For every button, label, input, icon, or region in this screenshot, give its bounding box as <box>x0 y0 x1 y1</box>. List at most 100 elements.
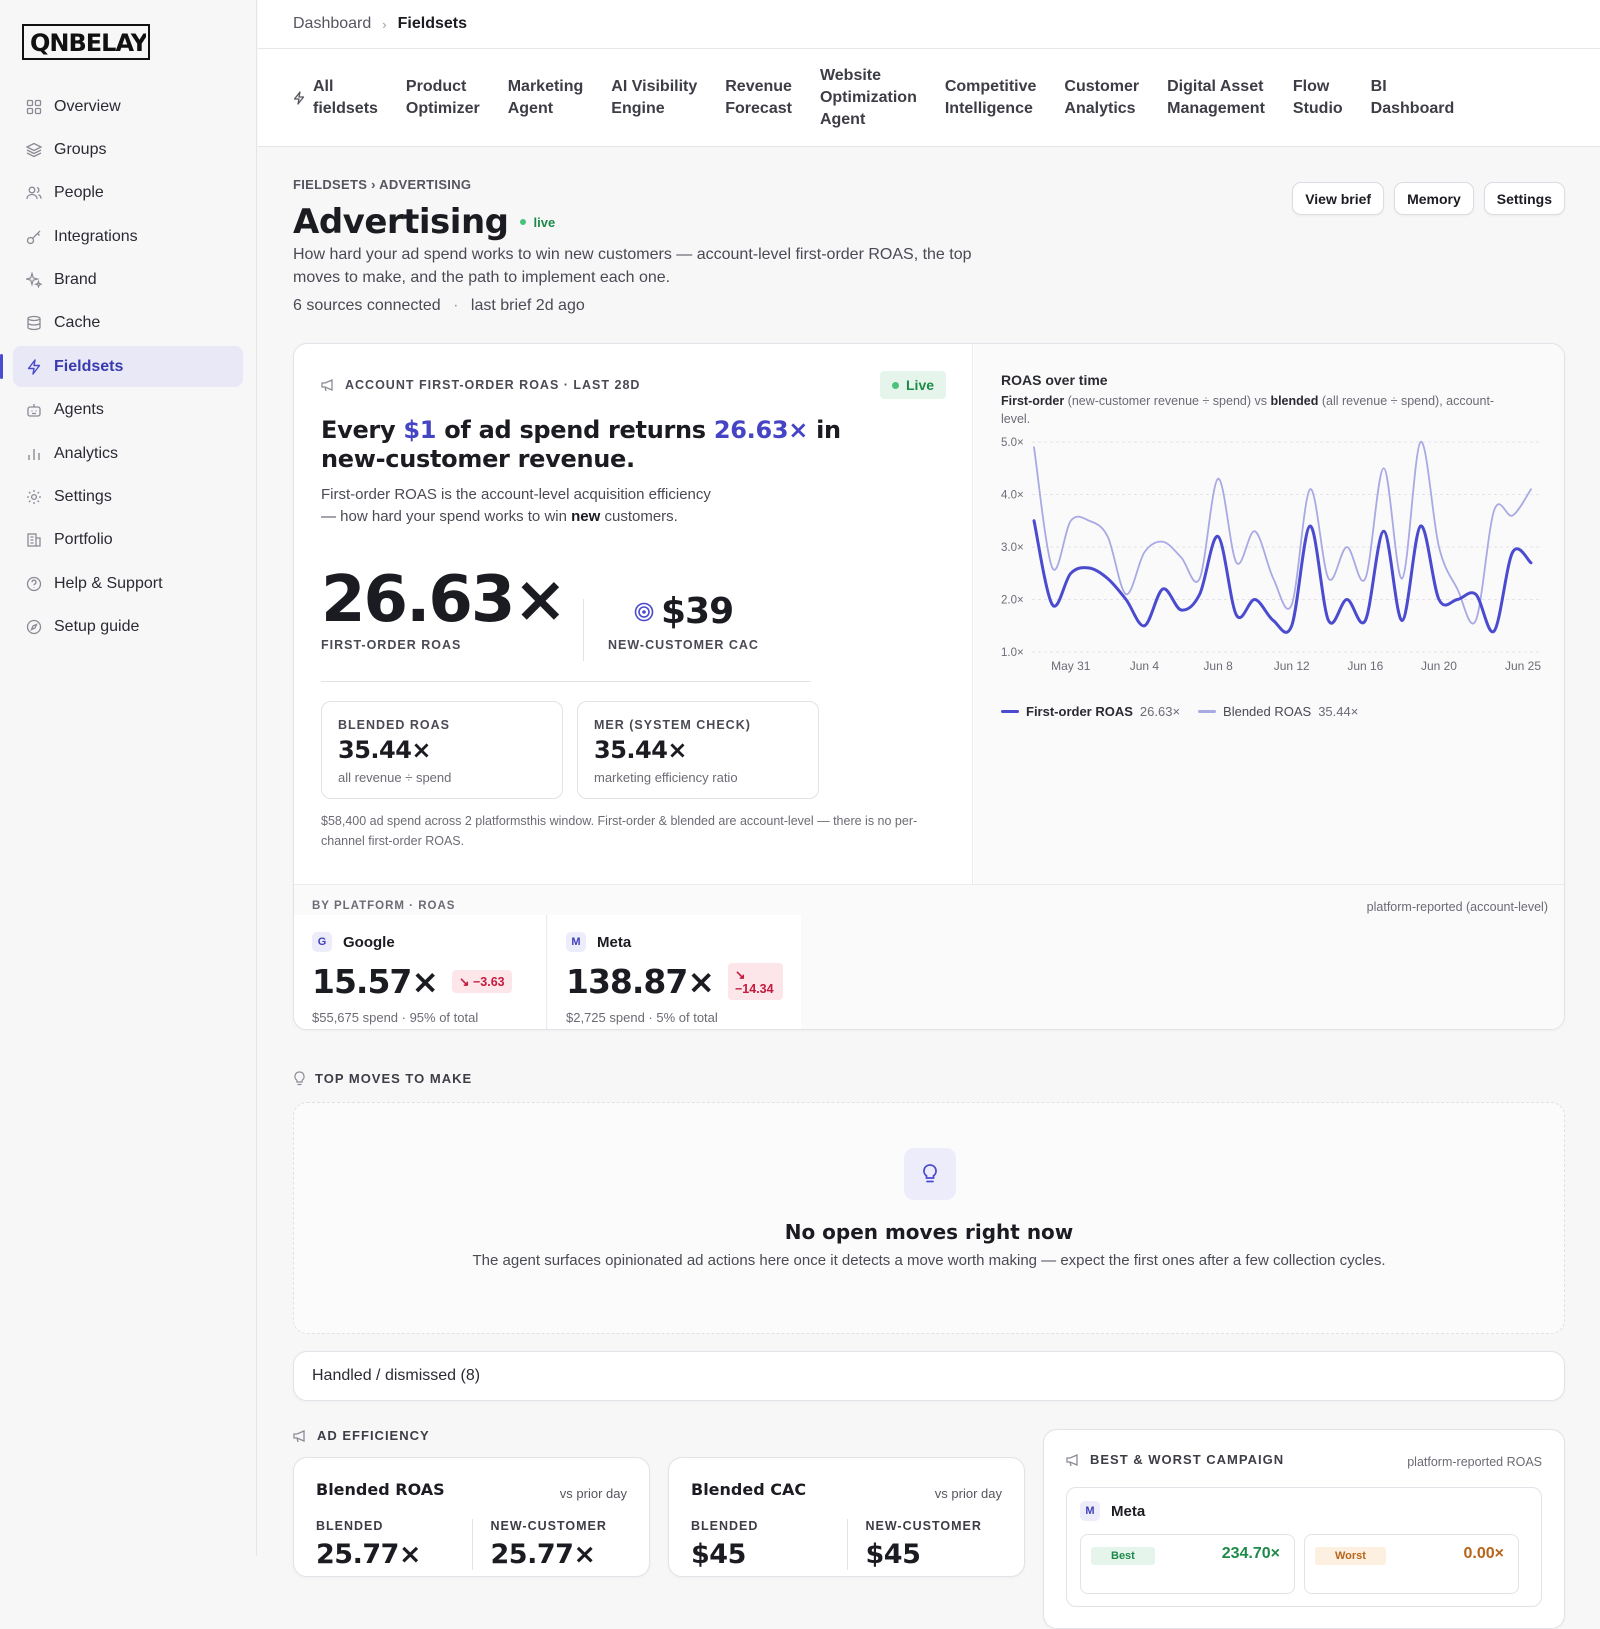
legend-item[interactable]: First-order ROAS 26.63× <box>1001 704 1180 719</box>
tab-competitive-intelligence[interactable]: Competitive Intelligence <box>945 76 1037 120</box>
sidebar-item-label: Portfolio <box>54 531 113 549</box>
tab-website-optimization[interactable]: Website Optimization Agent <box>820 65 917 131</box>
tab-label-line: Optimization <box>819 88 917 106</box>
tab-ai-visibility-engine[interactable]: AI Visibility Engine <box>611 76 697 120</box>
platform-header: M Meta <box>1080 1501 1528 1521</box>
sidebar-item-label: Settings <box>54 488 112 506</box>
sidebar-item-groups[interactable]: Groups <box>13 129 243 170</box>
tab-label-line: Flow <box>1292 77 1330 95</box>
x-tick-label: Jun 20 <box>1421 659 1457 673</box>
sidebar-item-label: Brand <box>54 271 97 289</box>
sidebar-item-cache[interactable]: Cache <box>13 303 243 344</box>
section-breadcrumb: FIELDSETS › ADVERTISING <box>293 177 472 192</box>
sidebar-item-overview[interactable]: Overview <box>13 86 243 127</box>
comparison-label[interactable]: vs prior day <box>934 1486 1002 1501</box>
top-moves-label: TOP MOVES TO MAKE <box>315 1071 473 1086</box>
people-icon <box>25 185 42 202</box>
tab-label: Product Optimizer <box>406 76 480 120</box>
tab-revenue-forecast[interactable]: Revenue Forecast <box>725 76 792 120</box>
first-order-roas-line <box>1032 519 1533 634</box>
meta-separator: · <box>453 297 459 314</box>
legend-series-value: 26.63× <box>1139 704 1181 719</box>
column-value: $45 <box>865 1539 921 1570</box>
tab-label-line: BI <box>1370 77 1387 95</box>
mer-label: MER (SYSTEM CHECK) <box>594 718 751 732</box>
worst-campaign[interactable]: Worst 0.00× <box>1304 1534 1519 1594</box>
sidebar-item-settings[interactable]: Settings <box>13 477 243 518</box>
sidebar-item-brand[interactable]: Brand <box>13 260 243 301</box>
logo-mark: QNBELAY <box>30 29 146 57</box>
tab-marketing-agent[interactable]: Marketing Agent <box>508 76 584 120</box>
platform-card-google[interactable]: G Google 15.57× ↘ −3.63 $55,675 spend · 95% … <box>294 915 547 1029</box>
sidebar-item-portfolio[interactable]: Portfolio <box>13 520 243 561</box>
breadcrumb-dashboard[interactable]: Dashboard <box>293 15 372 32</box>
tab-label-line: Customer <box>1064 77 1140 95</box>
sidebar-item-people[interactable]: People <box>13 173 243 214</box>
sidebar-item-setup-guide[interactable]: Setup guide <box>13 607 243 648</box>
metric-columns: BLENDED $45 NEW-CUSTOMER $45 <box>691 1519 1002 1570</box>
tab-label-line: fieldsets <box>313 99 378 117</box>
sidebar-item-help-support[interactable]: Help & Support <box>13 563 243 604</box>
column-value: 25.77× <box>490 1539 597 1570</box>
tab-label: Website Optimization Agent <box>820 65 917 131</box>
platform-card-meta[interactable]: M Meta 138.87× ↘ −14.34 $2,725 spend · 5% of… <box>548 915 801 1029</box>
new-customer-column: NEW-CUSTOMER $45 <box>846 1519 1003 1570</box>
mer-value: 35.44× <box>594 736 688 764</box>
sidebar-item-agents[interactable]: Agents <box>13 390 243 431</box>
sidebar-nav: Overview Groups People Integrations Brand Cac… <box>0 86 243 650</box>
sidebar-item-integrations[interactable]: Integrations <box>13 216 243 257</box>
target-icon <box>634 602 654 621</box>
column-label: BLENDED <box>691 1519 759 1533</box>
settings-button[interactable]: Settings <box>1483 182 1565 215</box>
platform-name-row: M Meta <box>566 932 783 952</box>
blended-roas-sub: all revenue ÷ spend <box>338 770 452 785</box>
handled-dismissed-toggle[interactable]: Handled / dismissed (8) <box>293 1351 1565 1401</box>
page-title-row: Advertising live <box>293 202 555 242</box>
cac-value-row: $39 <box>634 591 734 632</box>
y-tick-label: 4.0× <box>1001 490 1024 502</box>
tab-bi-dashboard[interactable]: BI Dashboard <box>1371 76 1455 120</box>
subtext-part: customers. <box>600 508 678 525</box>
tab-label: BI Dashboard <box>1371 76 1455 120</box>
divider <box>321 681 811 682</box>
tab-label-line: Dashboard <box>1370 99 1455 117</box>
sidebar-item-label: Fieldsets <box>54 357 124 375</box>
brand-logo[interactable]: QNBELAY <box>22 24 150 60</box>
page-description: How hard your ad spend works to win new … <box>293 246 972 286</box>
tab-digital-asset-management[interactable]: Digital Asset Management <box>1167 76 1265 120</box>
tab-label: AI Visibility Engine <box>611 76 697 120</box>
legend-series-name: First-order ROAS <box>1026 704 1133 719</box>
legend-item[interactable]: Blended ROAS 35.44× <box>1198 704 1358 719</box>
best-campaign[interactable]: Best 234.70× <box>1080 1534 1295 1594</box>
metric-divider <box>583 599 584 661</box>
card-title: Blended CAC <box>691 1480 807 1499</box>
live-dot <box>892 381 899 389</box>
comparison-label[interactable]: vs prior day <box>559 1486 627 1501</box>
tab-label: All fieldsets <box>313 76 378 120</box>
tab-customer-analytics[interactable]: Customer Analytics <box>1064 76 1139 120</box>
headline-part: Every <box>321 416 404 444</box>
best-worst-campaign-card: BEST & WORST CAMPAIGN platform-reported … <box>1043 1429 1565 1629</box>
tab-label-line: Agent <box>507 99 554 117</box>
compass-icon <box>25 619 42 636</box>
tab-label-line: Competitive <box>944 77 1037 95</box>
worst-value: 0.00× <box>1463 1545 1504 1562</box>
memory-button[interactable]: Memory <box>1394 182 1474 215</box>
view-brief-button[interactable]: View brief <box>1292 182 1385 215</box>
mer-sub: marketing efficiency ratio <box>594 770 738 785</box>
platform-value-row: 15.57× ↘ −3.63 <box>312 962 528 1001</box>
hero-eyebrow-row: ACCOUNT FIRST-ORDER ROAS · LAST 28D <box>321 378 640 392</box>
sidebar-item-analytics[interactable]: Analytics <box>13 433 243 474</box>
tab-flow-studio[interactable]: Flow Studio <box>1293 76 1343 120</box>
tab-label: Competitive Intelligence <box>945 76 1037 120</box>
cac-label: NEW-CUSTOMER CAC <box>608 638 759 652</box>
x-tick-label: Jun 16 <box>1347 659 1383 673</box>
tab-label-line: Management <box>1167 99 1265 117</box>
tab-product-optimizer[interactable]: Product Optimizer <box>406 76 480 120</box>
efficiency-card-blended-roas: Blended ROAS vs prior day BLENDED 25.77× NEW… <box>293 1457 650 1577</box>
breadcrumb: Dashboard › Fieldsets <box>258 0 1600 49</box>
tab-all-fieldsets[interactable]: All fieldsets <box>293 76 378 120</box>
tab-label-line: Revenue <box>725 77 792 95</box>
sidebar-item-fieldsets[interactable]: Fieldsets <box>0 346 243 388</box>
platform-spend: $55,675 spend · 95% of total <box>312 1010 479 1025</box>
